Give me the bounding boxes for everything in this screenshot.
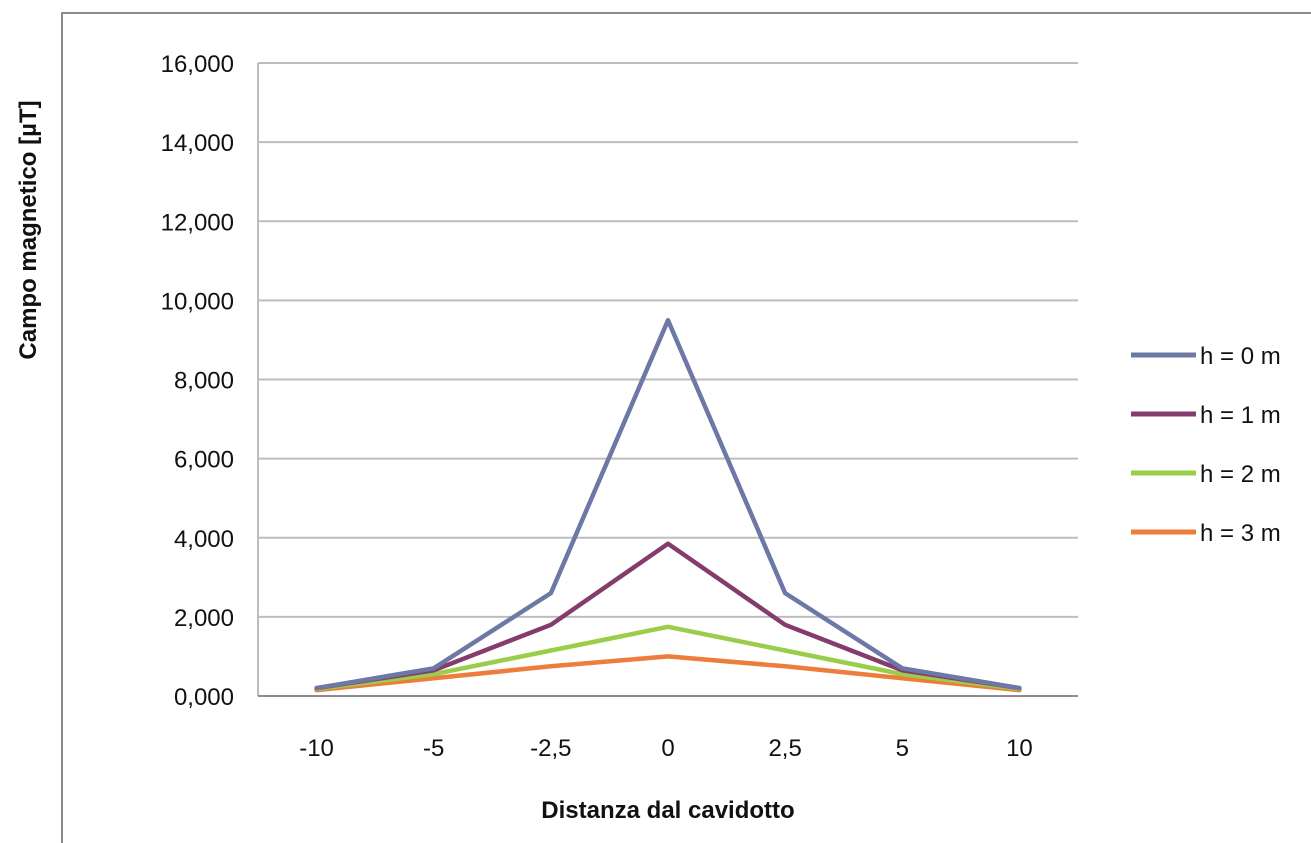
legend: h = 0 m h = 1 m h = 2 m h = 3 m	[1131, 343, 1281, 547]
y-tick-label: 14,000	[161, 130, 234, 157]
series-lines	[314, 317, 1022, 693]
x-tick-label: -5	[423, 735, 444, 762]
legend-item: h = 2 m	[1131, 461, 1281, 488]
y-tick-label: 0,000	[174, 684, 234, 711]
y-tick-label: 10,000	[161, 288, 234, 315]
x-tick-label: -10	[299, 735, 334, 762]
y-tick-label: 6,000	[174, 447, 234, 474]
x-tick-label: 10	[1006, 735, 1033, 762]
series-line-2	[314, 624, 1022, 692]
y-tick-labels: 0,000 2,000 4,000 6,000 8,000 10,000 12,000 14,…	[161, 51, 234, 711]
series-line-3	[314, 654, 1022, 693]
y-tick-label: 8,000	[174, 368, 234, 395]
y-tick-label: 2,000	[174, 605, 234, 632]
y-tick-label: 16,000	[161, 51, 234, 78]
x-axis-title: Distanza dal cavidotto	[541, 797, 794, 824]
legend-label: h = 0 m	[1200, 343, 1281, 370]
x-tick-label: 2,5	[768, 735, 801, 762]
legend-item: h = 1 m	[1131, 402, 1281, 429]
gridlines	[257, 62, 1078, 697]
legend-item: h = 3 m	[1131, 520, 1281, 547]
x-tick-label: 0	[661, 735, 674, 762]
y-axis-title: Campo magnetico [µT]	[15, 100, 42, 359]
y-tick-label: 12,000	[161, 209, 234, 236]
legend-label: h = 3 m	[1200, 520, 1281, 547]
y-tick-label: 4,000	[174, 526, 234, 553]
legend-label: h = 1 m	[1200, 402, 1281, 429]
series-line-0	[314, 317, 1022, 691]
x-tick-label: 5	[896, 735, 909, 762]
x-tick-label: -2,5	[530, 735, 571, 762]
legend-item: h = 0 m	[1131, 343, 1281, 370]
x-tick-labels: -10 -5 -2,5 0 2,5 5 10	[299, 735, 1033, 762]
chart-frame	[61, 12, 1311, 843]
legend-label: h = 2 m	[1200, 461, 1281, 488]
